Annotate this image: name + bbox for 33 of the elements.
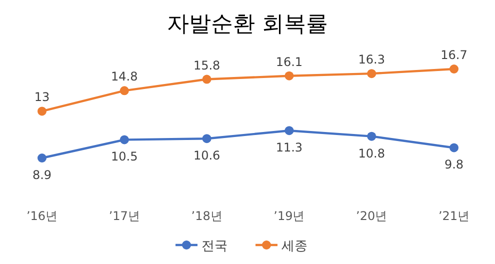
point bbox=[38, 154, 46, 162]
data-label: 11.3 bbox=[276, 140, 303, 155]
point bbox=[120, 86, 129, 96]
legend-label: 세종 bbox=[282, 239, 308, 254]
point bbox=[367, 132, 376, 141]
x-tick-label: ’16년 bbox=[26, 209, 58, 223]
data-label: 8.9 bbox=[32, 168, 52, 182]
data-label: 16.7 bbox=[440, 48, 468, 62]
point bbox=[450, 143, 458, 152]
x-tick-label: ’18년 bbox=[191, 209, 222, 223]
point bbox=[202, 134, 212, 144]
point bbox=[284, 126, 294, 136]
point bbox=[202, 74, 212, 84]
point bbox=[284, 71, 294, 80]
data-label: 10.6 bbox=[193, 148, 220, 163]
x-tick-label: ’19년 bbox=[274, 209, 305, 223]
point bbox=[120, 135, 129, 144]
point bbox=[450, 64, 458, 74]
legend-label: 전국 bbox=[202, 239, 228, 254]
data-label: 16.1 bbox=[276, 54, 303, 69]
data-label: 16.3 bbox=[358, 52, 385, 67]
data-label: 9.8 bbox=[444, 158, 464, 172]
data-label: 14.8 bbox=[111, 70, 138, 84]
chart-title: 자발순환 회복률 bbox=[167, 12, 328, 37]
x-tick-label: ’21년 bbox=[438, 209, 470, 223]
data-label: 10.8 bbox=[358, 146, 385, 160]
data-label: 10.5 bbox=[111, 150, 138, 164]
point bbox=[367, 69, 376, 78]
point bbox=[38, 106, 46, 116]
data-label: 15.8 bbox=[193, 58, 220, 72]
x-tick-label: ’17년 bbox=[108, 209, 140, 223]
data-label: 13 bbox=[34, 90, 50, 104]
x-tick-label: ’20년 bbox=[356, 209, 388, 223]
